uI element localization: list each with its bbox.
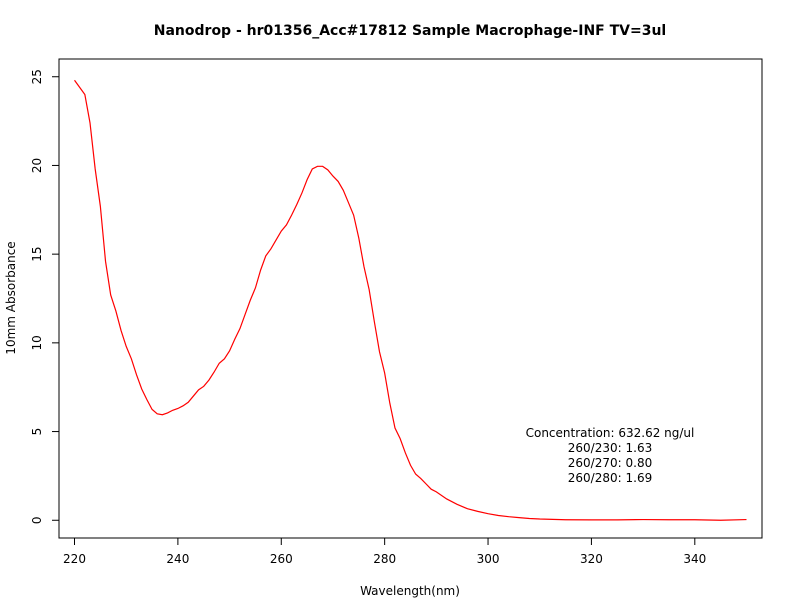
annotation-block: Concentration: 632.62 ng/ul 260/230: 1.6… — [526, 426, 695, 485]
y-tick-label: 15 — [30, 247, 44, 262]
x-tick-label: 220 — [63, 552, 86, 566]
x-tick-label: 340 — [683, 552, 706, 566]
concentration-annotation: Concentration: 632.62 ng/ul — [526, 426, 695, 440]
x-axis-label: Wavelength(nm) — [360, 584, 460, 598]
ratio-260-230-annotation: 260/230: 1.63 — [568, 441, 652, 455]
chart-title: Nanodrop - hr01356_Acc#17812 Sample Macr… — [154, 23, 666, 39]
y-tick-label: 10 — [30, 335, 44, 350]
y-tick-label: 25 — [30, 69, 44, 84]
plot-frame — [58, 58, 763, 539]
absorbance-series-line — [74, 79, 747, 521]
x-tick-label: 240 — [166, 552, 189, 566]
y-tick-label: 5 — [30, 428, 44, 436]
y-axis-label: 10mm Absorbance — [4, 241, 18, 354]
y-tick-label: 20 — [30, 158, 44, 173]
y-tick-label: 0 — [30, 516, 44, 524]
x-tick-label: 300 — [477, 552, 500, 566]
x-axis: 220 240 260 280 300 320 340 — [63, 538, 706, 566]
x-tick-label: 320 — [580, 552, 603, 566]
y-axis: 0 5 10 15 20 25 — [30, 69, 59, 524]
x-tick-label: 260 — [270, 552, 293, 566]
ratio-260-270-annotation: 260/270: 0.80 — [568, 456, 652, 470]
x-tick-label: 280 — [373, 552, 396, 566]
ratio-260-280-annotation: 260/280: 1.69 — [568, 471, 652, 485]
